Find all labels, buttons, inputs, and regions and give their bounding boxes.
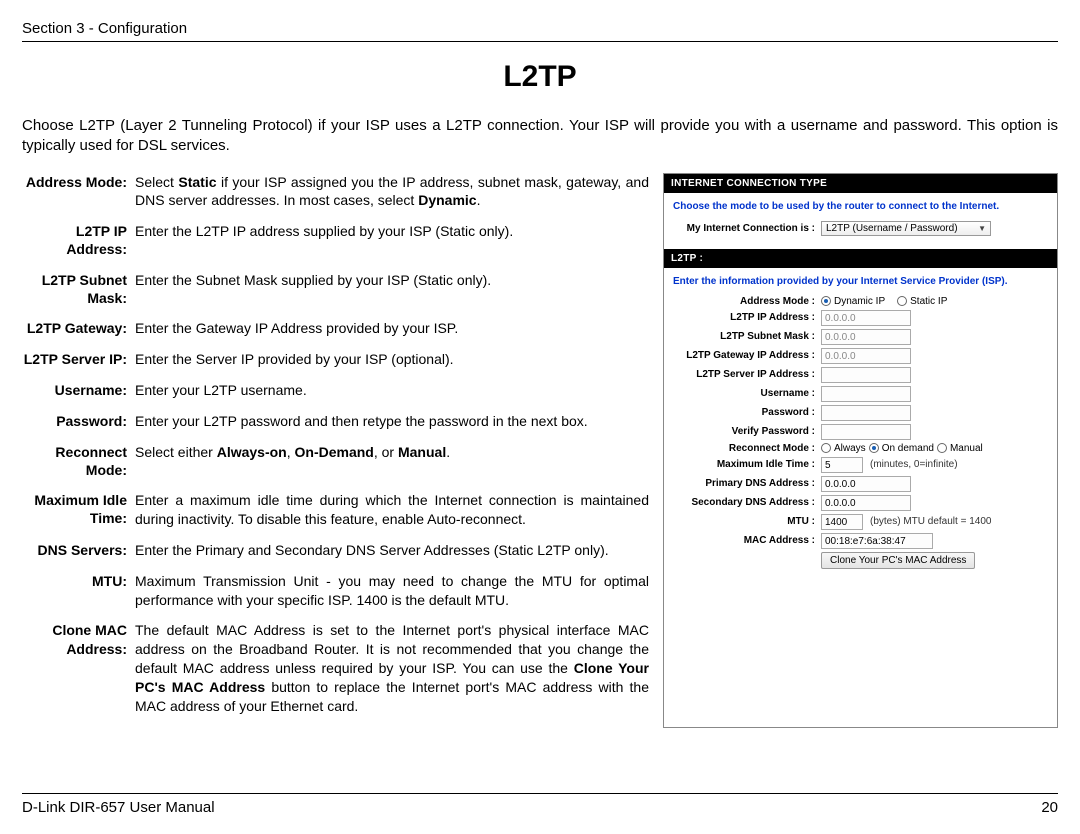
definition-label: L2TP Gateway: bbox=[22, 319, 135, 338]
definition-label: Username: bbox=[22, 381, 135, 400]
definition-item: L2TP Gateway:Enter the Gateway IP Addres… bbox=[22, 319, 649, 338]
mtu-hint: (bytes) MTU default = 1400 bbox=[870, 516, 991, 527]
mac-label: MAC Address : bbox=[673, 535, 821, 546]
definition-item: Clone MAC Address:The default MAC Addres… bbox=[22, 621, 649, 715]
page-title: L2TP bbox=[22, 60, 1058, 94]
definition-item: L2TP Subnet Mask:Enter the Subnet Mask s… bbox=[22, 271, 649, 307]
footer-page-number: 20 bbox=[1041, 799, 1058, 816]
definition-label: Password: bbox=[22, 412, 135, 431]
manual-label: Manual bbox=[950, 443, 983, 454]
always-label: Always bbox=[834, 443, 866, 454]
reconnect-mode-label: Reconnect Mode : bbox=[673, 443, 821, 454]
l2tp-mask-input[interactable]: 0.0.0.0 bbox=[821, 329, 911, 345]
panel-header-l2tp: L2TP : bbox=[664, 249, 1057, 268]
definition-item: Address Mode:Select Static if your ISP a… bbox=[22, 173, 649, 211]
definition-item: DNS Servers:Enter the Primary and Second… bbox=[22, 541, 649, 560]
verify-password-label: Verify Password : bbox=[673, 426, 821, 437]
definition-text: Maximum Transmission Unit - you may need… bbox=[135, 572, 649, 610]
l2tp-ip-label: L2TP IP Address : bbox=[673, 312, 821, 323]
definition-label: Maximum Idle Time: bbox=[22, 491, 135, 529]
l2tp-gw-input[interactable]: 0.0.0.0 bbox=[821, 348, 911, 364]
definition-item: L2TP Server IP:Enter the Server IP provi… bbox=[22, 350, 649, 369]
ondemand-radio[interactable] bbox=[869, 443, 879, 453]
instruction-text: Choose the mode to be used by the router… bbox=[673, 200, 1048, 213]
pdns-input[interactable]: 0.0.0.0 bbox=[821, 476, 911, 492]
definition-text: Enter the L2TP IP address supplied by yo… bbox=[135, 222, 513, 258]
address-mode-label: Address Mode : bbox=[673, 296, 821, 307]
static-ip-radio[interactable] bbox=[897, 296, 907, 306]
definition-label: L2TP Server IP: bbox=[22, 350, 135, 369]
definition-item: Reconnect Mode:Select either Always-on, … bbox=[22, 443, 649, 479]
definition-label: Reconnect Mode: bbox=[22, 443, 135, 479]
page-footer: D-Link DIR-657 User Manual 20 bbox=[22, 793, 1058, 816]
password-input[interactable] bbox=[821, 405, 911, 421]
l2tp-ip-input[interactable]: 0.0.0.0 bbox=[821, 310, 911, 326]
definition-item: Password:Enter your L2TP password and th… bbox=[22, 412, 649, 431]
mtu-input[interactable]: 1400 bbox=[821, 514, 863, 530]
section-header: Section 3 - Configuration bbox=[22, 20, 1058, 42]
sdns-label: Secondary DNS Address : bbox=[673, 497, 821, 508]
idle-time-label: Maximum Idle Time : bbox=[673, 459, 821, 470]
password-label: Password : bbox=[673, 407, 821, 418]
definition-text: Enter a maximum idle time during which t… bbox=[135, 491, 649, 529]
pdns-label: Primary DNS Address : bbox=[673, 478, 821, 489]
definition-item: Username:Enter your L2TP username. bbox=[22, 381, 649, 400]
static-ip-label: Static IP bbox=[910, 296, 947, 307]
l2tp-srv-label: L2TP Server IP Address : bbox=[673, 369, 821, 380]
username-input[interactable] bbox=[821, 386, 911, 402]
panel-header-connection-type: INTERNET CONNECTION TYPE bbox=[664, 174, 1057, 193]
definition-text: Select either Always-on, On-Demand, or M… bbox=[135, 443, 450, 479]
definition-text: Select Static if your ISP assigned you t… bbox=[135, 173, 649, 211]
definition-item: Maximum Idle Time:Enter a maximum idle t… bbox=[22, 491, 649, 529]
ondemand-label: On demand bbox=[882, 443, 934, 454]
definitions-list: Address Mode:Select Static if your ISP a… bbox=[22, 173, 649, 728]
sdns-input[interactable]: 0.0.0.0 bbox=[821, 495, 911, 511]
instruction-text-2: Enter the information provided by your I… bbox=[673, 275, 1048, 288]
connection-label: My Internet Connection is : bbox=[673, 223, 821, 234]
definition-item: L2TP IP Address:Enter the L2TP IP addres… bbox=[22, 222, 649, 258]
definition-text: Enter the Server IP provided by your ISP… bbox=[135, 350, 454, 369]
username-label: Username : bbox=[673, 388, 821, 399]
definition-label: Address Mode: bbox=[22, 173, 135, 211]
mtu-label: MTU : bbox=[673, 516, 821, 527]
connection-select[interactable]: L2TP (Username / Password) ▼ bbox=[821, 221, 991, 236]
definition-text: Enter the Subnet Mask supplied by your I… bbox=[135, 271, 491, 307]
idle-time-hint: (minutes, 0=infinite) bbox=[870, 459, 958, 470]
l2tp-gw-label: L2TP Gateway IP Address : bbox=[673, 350, 821, 361]
definition-text: Enter the Primary and Secondary DNS Serv… bbox=[135, 541, 609, 560]
l2tp-srv-input[interactable] bbox=[821, 367, 911, 383]
definition-text: The default MAC Address is set to the In… bbox=[135, 621, 649, 715]
definition-label: L2TP IP Address: bbox=[22, 222, 135, 258]
idle-time-input[interactable]: 5 bbox=[821, 457, 863, 473]
definition-label: Clone MAC Address: bbox=[22, 621, 135, 715]
dynamic-ip-radio[interactable] bbox=[821, 296, 831, 306]
clone-mac-button[interactable]: Clone Your PC's MAC Address bbox=[821, 552, 975, 569]
chevron-down-icon: ▼ bbox=[978, 224, 986, 233]
manual-radio[interactable] bbox=[937, 443, 947, 453]
verify-password-input[interactable] bbox=[821, 424, 911, 440]
connection-select-value: L2TP (Username / Password) bbox=[826, 223, 958, 234]
mac-input[interactable]: 00:18:e7:6a:38:47 bbox=[821, 533, 933, 549]
dynamic-ip-label: Dynamic IP bbox=[834, 296, 885, 307]
definition-text: Enter your L2TP password and then retype… bbox=[135, 412, 588, 431]
definition-label: L2TP Subnet Mask: bbox=[22, 271, 135, 307]
l2tp-mask-label: L2TP Subnet Mask : bbox=[673, 331, 821, 342]
definition-item: MTU:Maximum Transmission Unit - you may … bbox=[22, 572, 649, 610]
definition-label: MTU: bbox=[22, 572, 135, 610]
definition-label: DNS Servers: bbox=[22, 541, 135, 560]
definition-text: Enter your L2TP username. bbox=[135, 381, 307, 400]
always-radio[interactable] bbox=[821, 443, 831, 453]
intro-paragraph: Choose L2TP (Layer 2 Tunneling Protocol)… bbox=[22, 116, 1058, 157]
definition-text: Enter the Gateway IP Address provided by… bbox=[135, 319, 458, 338]
footer-manual-name: D-Link DIR-657 User Manual bbox=[22, 799, 215, 816]
config-screenshot-panel: INTERNET CONNECTION TYPE Choose the mode… bbox=[663, 173, 1058, 728]
